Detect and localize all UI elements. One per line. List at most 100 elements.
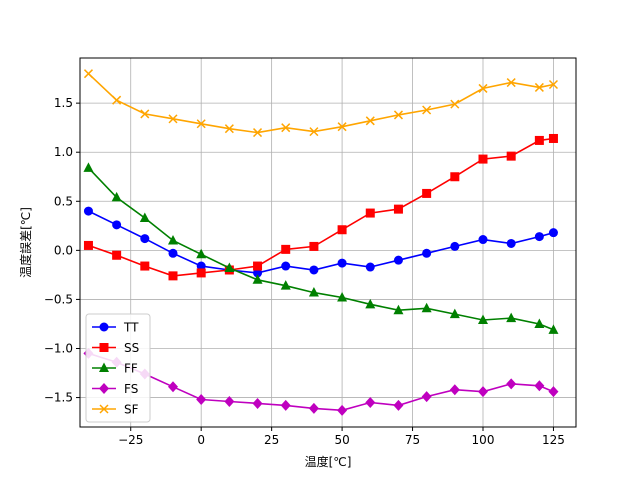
- x-tick-label: 25: [264, 433, 279, 447]
- data-point-fs: [365, 396, 376, 408]
- data-point-sf: [506, 78, 516, 88]
- legend-marker: [99, 383, 109, 394]
- legend-label-ss: SS: [124, 341, 139, 355]
- data-point-sf: [83, 69, 93, 79]
- data-point-tt: [506, 238, 516, 248]
- data-point-ss: [112, 250, 122, 260]
- data-point-sf: [168, 114, 178, 124]
- data-point-sf: [393, 110, 403, 120]
- data-point-sf: [112, 95, 122, 105]
- data-point-ff: [548, 324, 559, 334]
- legend-label-sf: SF: [124, 403, 139, 417]
- y-tick-label: 1.5: [54, 96, 73, 110]
- data-point-sf: [281, 123, 291, 133]
- data-point-fs: [337, 404, 348, 416]
- legend-marker: [99, 343, 109, 352]
- data-point-ss: [548, 133, 558, 143]
- legend: TT SS FF FS SF: [85, 313, 151, 423]
- legend-entry-tt: TT: [92, 321, 139, 335]
- ticks: −25 0 25 50 75 100 125 −1.5 −1.0 −0.5 0.0 0.5 1.0 1.5: [44, 96, 565, 447]
- legend-label-fs: FS: [124, 382, 138, 396]
- data-point-sf: [224, 124, 234, 134]
- x-tick-label: 125: [542, 433, 565, 447]
- data-point-ss: [281, 244, 291, 254]
- data-point-ss: [337, 225, 347, 235]
- data-point-ss: [478, 154, 488, 164]
- legend-marker: [99, 362, 109, 372]
- data-point-ff: [83, 162, 94, 172]
- data-point-ff: [393, 304, 404, 315]
- data-point-ff: [280, 280, 291, 290]
- data-point-fs: [280, 399, 291, 411]
- data-point-sf: [337, 122, 347, 132]
- data-point-fs: [548, 386, 559, 398]
- data-point-ff: [421, 302, 432, 313]
- series-line-ff: [87, 167, 554, 331]
- data-point-ff: [449, 308, 460, 319]
- data-point-sf: [548, 79, 558, 90]
- data-point-ff: [365, 298, 376, 309]
- series-line-tt: [88, 210, 554, 274]
- legend-label-tt: TT: [123, 321, 139, 335]
- data-point-tt: [281, 261, 291, 271]
- legend-entry-fs: FS: [92, 382, 138, 396]
- data-point-ss: [309, 241, 319, 251]
- x-tick-label: 0: [197, 433, 205, 447]
- data-point-ff: [196, 248, 207, 259]
- data-point-fs: [393, 399, 404, 411]
- data-point-tt: [140, 234, 150, 244]
- x-tick-label: 75: [405, 433, 420, 447]
- y-tick-label: −0.5: [44, 292, 73, 306]
- y-tick-label: 0.5: [54, 194, 73, 208]
- data-point-ff: [506, 312, 517, 323]
- data-point-ff: [308, 287, 319, 297]
- data-point-tt: [450, 241, 460, 251]
- data-point-ss: [365, 208, 375, 218]
- data-point-ss: [534, 135, 544, 145]
- series-sf: [83, 69, 558, 138]
- y-axis-label: 温度誤差[℃]: [18, 207, 33, 278]
- series-ss: [83, 133, 558, 281]
- x-axis-label: 温度[℃]: [305, 454, 352, 469]
- data-point-sf: [253, 128, 263, 138]
- data-point-ff: [534, 318, 545, 328]
- x-tick-label: 50: [334, 433, 349, 447]
- y-tick-label: 1.0: [54, 145, 73, 159]
- series-line-sf: [87, 73, 554, 134]
- data-point-sf: [450, 99, 460, 109]
- data-point-ff: [478, 314, 488, 325]
- series-layer: [83, 69, 559, 416]
- data-point-fs: [506, 378, 517, 390]
- data-point-sf: [309, 127, 319, 137]
- data-point-sf: [478, 83, 488, 93]
- data-point-fs: [449, 384, 460, 396]
- data-point-ss: [450, 172, 460, 182]
- plot-frame: [79, 57, 577, 428]
- x-tick-label: 100: [472, 433, 495, 447]
- data-point-ff: [337, 291, 348, 302]
- data-point-tt: [196, 261, 206, 271]
- data-point-ff: [111, 191, 122, 202]
- data-point-tt: [168, 248, 178, 258]
- data-point-fs: [224, 395, 235, 407]
- data-point-fs: [421, 391, 432, 403]
- series-line-ss: [88, 137, 554, 277]
- series-ff: [83, 162, 559, 334]
- legend-marker: [99, 404, 109, 414]
- data-point-tt: [393, 255, 403, 265]
- data-point-tt: [112, 220, 122, 230]
- data-point-ss: [253, 261, 263, 271]
- legend-box: [85, 313, 151, 423]
- data-point-ss: [393, 204, 403, 214]
- legend-entry-sf: SF: [92, 403, 139, 417]
- data-point-ff: [139, 212, 150, 222]
- legend-entry-ff: FF: [92, 362, 138, 376]
- data-point-ss: [140, 261, 150, 271]
- legend-entry-ss: SS: [92, 341, 139, 355]
- legend-marker: [99, 322, 109, 332]
- data-point-sf: [365, 116, 375, 126]
- data-point-ss: [83, 240, 93, 250]
- data-point-tt: [534, 232, 544, 242]
- data-point-tt: [83, 206, 93, 216]
